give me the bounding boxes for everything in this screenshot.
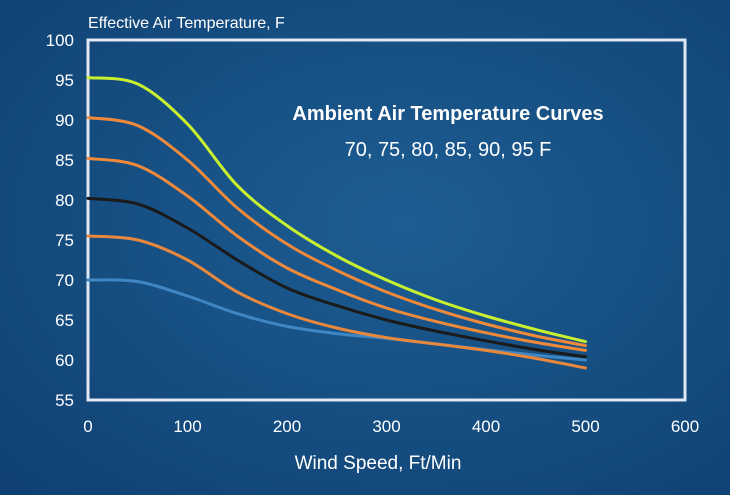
x-axis-label: Wind Speed, Ft/Min xyxy=(295,453,462,474)
y-tick-label: 100 xyxy=(46,31,74,50)
plot-frame xyxy=(86,38,687,402)
annotation-title: Ambient Air Temperature Curves xyxy=(292,103,603,125)
y-tick-label: 85 xyxy=(55,151,74,170)
y-tick-label: 60 xyxy=(55,351,74,370)
series-line-3 xyxy=(86,196,587,359)
x-tick-label: 200 xyxy=(273,417,301,436)
y-tick-label: 75 xyxy=(55,231,74,250)
x-tick-label: 0 xyxy=(83,417,92,436)
series-line-2 xyxy=(86,234,587,370)
series-lines xyxy=(86,76,587,370)
x-tick-label: 300 xyxy=(372,417,400,436)
axes xyxy=(86,38,687,402)
series-line-5 xyxy=(86,116,587,348)
y-tick-label: 55 xyxy=(55,391,74,410)
y-tick-label: 70 xyxy=(55,271,74,290)
annotation-subtitle: 70, 75, 80, 85, 90, 95 F xyxy=(345,139,552,161)
series-line-6 xyxy=(86,76,587,344)
x-tick-label: 500 xyxy=(571,417,599,436)
y-tick-labels: 55 60 65 70 75 80 85 90 95 100 xyxy=(46,31,74,410)
x-tick-label: 100 xyxy=(173,417,201,436)
x-tick-label: 600 xyxy=(671,417,699,436)
y-tick-label: 65 xyxy=(55,311,74,330)
y-tick-label: 90 xyxy=(55,111,74,130)
x-tick-label: 400 xyxy=(472,417,500,436)
y-axis-label: Effective Air Temperature, F xyxy=(88,15,285,32)
x-tick-labels: 0 100 200 300 400 500 600 xyxy=(83,417,699,436)
y-tick-label: 80 xyxy=(55,191,74,210)
series-line-4 xyxy=(86,156,587,352)
y-tick-label: 95 xyxy=(55,71,74,90)
